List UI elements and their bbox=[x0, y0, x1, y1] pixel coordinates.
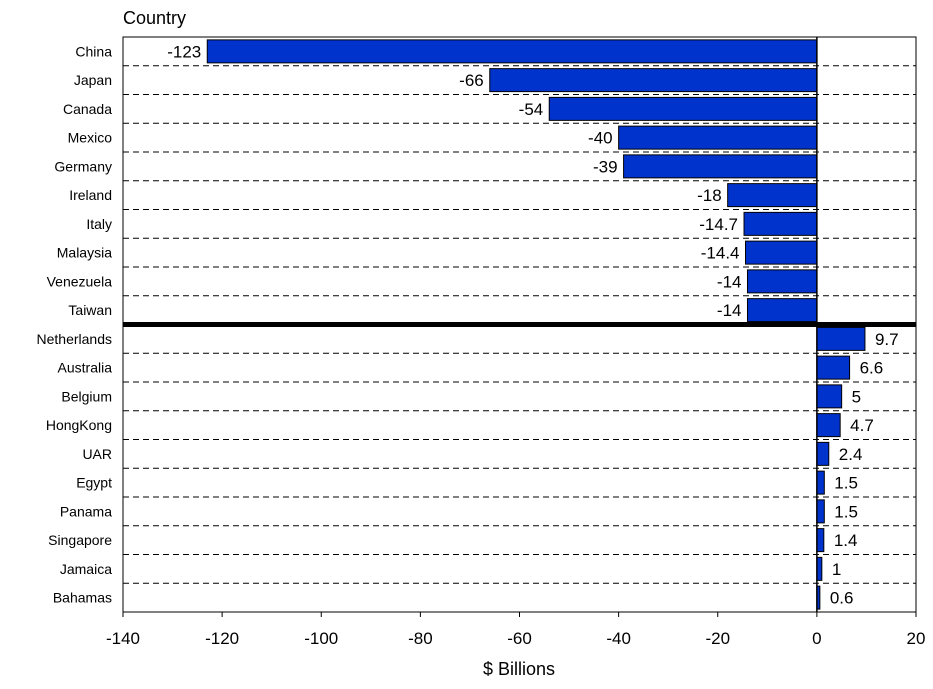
category-label: Panama bbox=[60, 503, 112, 519]
data-label: 9.7 bbox=[875, 330, 899, 349]
category-label: Mexico bbox=[68, 130, 113, 146]
bars bbox=[206, 39, 866, 610]
category-label: Venezuela bbox=[47, 273, 113, 289]
category-label: Egypt bbox=[76, 475, 112, 491]
data-label: 1.4 bbox=[834, 531, 858, 550]
x-tick-label: 0 bbox=[812, 629, 821, 648]
category-label: Italy bbox=[86, 216, 112, 232]
bar-uar bbox=[816, 441, 830, 466]
data-label: -54 bbox=[519, 100, 544, 119]
bar-japan bbox=[489, 68, 818, 93]
bar-taiwan bbox=[746, 298, 818, 323]
data-label: 0.6 bbox=[830, 589, 854, 608]
bar-hongkong bbox=[816, 413, 841, 438]
category-label: Belgium bbox=[61, 388, 112, 404]
category-label: Taiwan bbox=[68, 302, 112, 318]
x-axis-title: $ Billions bbox=[483, 659, 555, 679]
data-label: 5 bbox=[852, 387, 861, 406]
data-label: -14 bbox=[717, 301, 742, 320]
x-axis-ticks: -140 -120 -100 -80 -60 -40 -20 0 20 bbox=[106, 612, 925, 648]
data-label: -18 bbox=[697, 186, 722, 205]
data-label: 1.5 bbox=[834, 474, 858, 493]
bar-egypt bbox=[816, 470, 825, 495]
data-label: -14.4 bbox=[701, 244, 740, 263]
x-tick-label: -100 bbox=[304, 629, 338, 648]
x-tick-label: -60 bbox=[507, 629, 532, 648]
bar-singapore bbox=[816, 528, 825, 553]
category-label: Netherlands bbox=[37, 331, 113, 347]
category-label: Germany bbox=[54, 158, 112, 174]
bar-venezuela bbox=[746, 269, 818, 294]
x-tick-label: -140 bbox=[106, 629, 140, 648]
bar-belgium bbox=[816, 384, 843, 409]
category-label: Japan bbox=[74, 72, 112, 88]
category-label: Jamaica bbox=[60, 561, 112, 577]
category-label: Bahamas bbox=[53, 590, 112, 606]
bar-canada bbox=[548, 96, 818, 121]
category-label: UAR bbox=[82, 446, 112, 462]
data-label: 2.4 bbox=[839, 445, 863, 464]
bar-china bbox=[206, 39, 818, 64]
category-label: Singapore bbox=[48, 532, 112, 548]
x-tick-label: -120 bbox=[205, 629, 239, 648]
bar-italy bbox=[743, 211, 818, 236]
category-label: HongKong bbox=[46, 417, 112, 433]
bar-netherlands bbox=[816, 326, 866, 351]
data-label: 1.5 bbox=[834, 502, 858, 521]
data-label: -14.7 bbox=[699, 215, 738, 234]
bar-panama bbox=[816, 499, 825, 524]
data-label: 1 bbox=[832, 560, 841, 579]
bar-mexico bbox=[618, 125, 818, 150]
data-label: 4.7 bbox=[850, 416, 874, 435]
data-label: -66 bbox=[459, 71, 484, 90]
data-label: 6.6 bbox=[860, 359, 884, 378]
category-labels: China Japan Canada Mexico Germany Ireland Ital… bbox=[37, 43, 113, 605]
x-tick-label: -40 bbox=[606, 629, 631, 648]
bar-ireland bbox=[727, 183, 818, 208]
chart-title: Country bbox=[123, 8, 186, 28]
data-label: -123 bbox=[167, 42, 201, 61]
category-label: Malaysia bbox=[57, 245, 112, 261]
data-label: -40 bbox=[588, 129, 613, 148]
x-tick-label: -80 bbox=[408, 629, 433, 648]
category-label: Ireland bbox=[69, 187, 112, 203]
category-label: China bbox=[75, 43, 112, 59]
x-tick-label: 20 bbox=[907, 629, 926, 648]
data-label: -39 bbox=[593, 157, 618, 176]
x-tick-label: -20 bbox=[705, 629, 730, 648]
grid-lines bbox=[123, 65, 916, 584]
category-label: Australia bbox=[58, 360, 113, 376]
data-label: -14 bbox=[717, 272, 742, 291]
category-label: Canada bbox=[63, 101, 112, 117]
bar-malaysia bbox=[745, 240, 818, 265]
data-labels: -123 -66 -54 -40 -39 -18 -14.7 -14.4 -14 -14 9.7 6.… bbox=[167, 42, 898, 607]
bar-germany bbox=[623, 154, 818, 179]
bar-australia bbox=[816, 355, 851, 380]
